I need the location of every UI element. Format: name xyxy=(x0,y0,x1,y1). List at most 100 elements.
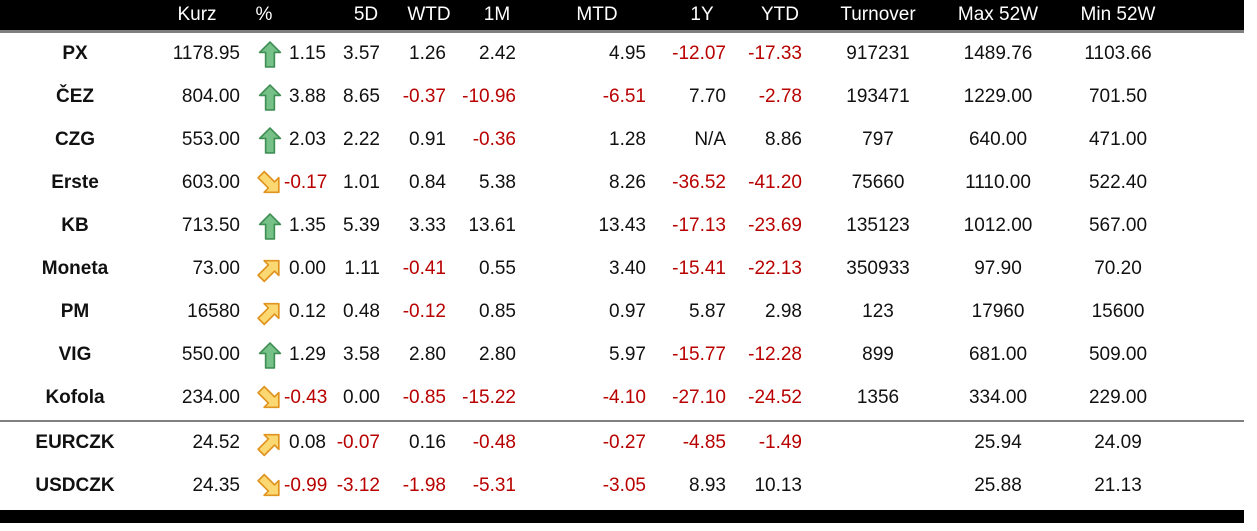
ticker-cell: Erste xyxy=(51,172,99,193)
d5-cell: 1.01 xyxy=(343,172,380,193)
column-header-turnover: Turnover xyxy=(818,0,938,33)
turnover-cell xyxy=(818,465,938,508)
mtd-cell: 5.97 xyxy=(609,344,646,365)
ticker-cell: EURCZK xyxy=(0,419,150,465)
y1-cell: N/A xyxy=(694,129,726,150)
column-header-kurz: Kurz xyxy=(150,0,244,33)
column-header-arrow: % xyxy=(244,0,284,33)
ticker-cell: VIG xyxy=(58,344,92,365)
table-row-Moneta: Moneta 73.00 0.00 1.11 -0.41 0.55 3.40 -15.41 -… xyxy=(0,248,1244,291)
m1-cell: -10.96 xyxy=(462,86,516,107)
wtd-cell: 0.91 xyxy=(409,129,446,150)
pct-cell: 1.35 xyxy=(289,215,326,236)
ytd-cell: 2.98 xyxy=(765,301,802,322)
spacer-cell xyxy=(1178,205,1244,248)
turnover-cell: 350933 xyxy=(846,258,910,279)
header-row: Kurz% 5D WTD 1M MTD 1Y YTD Turnover Max 52W Min 5… xyxy=(0,0,1244,33)
d5-cell: 8.65 xyxy=(343,86,380,107)
y1-cell: -27.10 xyxy=(672,387,726,408)
d5-cell: -0.07 xyxy=(336,419,396,465)
wtd-cell: 2.80 xyxy=(409,344,446,365)
y1-cell: -4.85 xyxy=(662,419,742,465)
pct-cell: 0.12 xyxy=(289,301,326,322)
y1-cell: -15.41 xyxy=(672,258,726,279)
d5-cell: 3.58 xyxy=(343,344,380,365)
max52w-cell: 1110.00 xyxy=(965,172,1031,193)
kurz-cell: 234.00 xyxy=(181,387,240,408)
up-arrow-icon xyxy=(258,212,282,240)
down-right-arrow-icon xyxy=(257,385,282,412)
wtd-cell: -0.85 xyxy=(402,387,446,408)
down-right-arrow-icon xyxy=(257,473,282,500)
mtd-cell: 4.95 xyxy=(609,43,646,64)
min52w-cell: 15600 xyxy=(1091,301,1145,322)
ytd-cell: -41.20 xyxy=(748,172,802,193)
up-arrow-icon xyxy=(258,40,282,68)
trend-arrow-cell xyxy=(244,291,284,334)
d5-cell: 1.11 xyxy=(344,258,380,279)
table-row-Erste: Erste 603.00 -0.17 1.01 0.84 5.38 8.26 -36.52 -… xyxy=(0,162,1244,205)
trend-arrow-cell xyxy=(244,119,284,162)
spacer-cell xyxy=(1178,119,1244,162)
up-arrow-icon xyxy=(258,341,282,369)
mtd-cell: -3.05 xyxy=(602,475,646,496)
table-row-VIG: VIG 550.00 1.29 3.58 2.80 2.80 5.97 -15.77 -12.… xyxy=(0,334,1244,377)
m1-cell: 2.80 xyxy=(479,344,516,365)
kurz-cell: 1178.95 xyxy=(172,43,240,64)
ticker-cell: KB xyxy=(61,215,89,236)
table-body: PX 1178.95 1.15 3.57 1.26 2.42 4.95 -12.07 -17.… xyxy=(0,31,1244,508)
m1-cell: -5.31 xyxy=(472,475,516,496)
ytd-cell: 10.13 xyxy=(754,475,802,496)
spacer-cell xyxy=(1178,419,1244,465)
up-arrow-icon xyxy=(258,126,282,154)
kurz-cell: 713.50 xyxy=(181,215,240,236)
turnover-cell: 797 xyxy=(862,129,894,150)
ytd-cell: -22.13 xyxy=(748,258,802,279)
kurz-cell: 804.00 xyxy=(181,86,240,107)
min52w-cell: 701.50 xyxy=(1088,86,1148,107)
column-header-min52w: Min 52W xyxy=(1058,0,1178,33)
y1-cell: -36.52 xyxy=(672,172,726,193)
wtd-cell: 3.33 xyxy=(409,215,446,236)
market-table: Kurz% 5D WTD 1M MTD 1Y YTD Turnover Max 52W Min 5… xyxy=(0,0,1244,508)
min52w-cell: 70.20 xyxy=(1094,258,1142,279)
column-header-y1: 1Y xyxy=(662,0,742,33)
column-header-empty-label xyxy=(0,0,150,33)
table-row-PX: PX 1178.95 1.15 3.57 1.26 2.42 4.95 -12.07 -17.… xyxy=(0,31,1244,76)
up-arrow-icon xyxy=(258,83,282,111)
trend-arrow-cell xyxy=(244,162,284,205)
table-row-Kofola: Kofola 234.00 -0.43 0.00 -0.85 -15.22 -4.10 -2… xyxy=(0,377,1244,421)
min52w-cell: 522.40 xyxy=(1088,172,1148,193)
spacer-cell xyxy=(1178,291,1244,334)
mtd-cell: 13.43 xyxy=(598,215,646,236)
min52w-cell: 24.09 xyxy=(1058,419,1178,465)
wtd-cell: 0.84 xyxy=(409,172,446,193)
pct-cell: 2.03 xyxy=(289,129,326,150)
table-row-ČEZ: ČEZ 804.00 3.88 8.65 -0.37 -10.96 -6.51 7.70 -2… xyxy=(0,76,1244,119)
kurz-cell: 24.35 xyxy=(192,475,240,496)
wtd-cell: -0.41 xyxy=(402,258,446,279)
table-row-EURCZK: EURCZK 24.52 0.08 -0.07 0.16 -0.48 -0.27 -4.85… xyxy=(0,419,1244,465)
trend-arrow-cell xyxy=(244,205,284,248)
ticker-cell: CZG xyxy=(54,129,96,150)
column-header-wtd: WTD xyxy=(396,0,462,33)
wtd-cell: 1.26 xyxy=(409,43,446,64)
ticker-cell: Moneta xyxy=(41,258,109,279)
y1-cell: -12.07 xyxy=(672,43,726,64)
y1-cell: 5.87 xyxy=(689,301,726,322)
table-header: Kurz% 5D WTD 1M MTD 1Y YTD Turnover Max 52W Min 5… xyxy=(0,0,1244,33)
m1-cell: 2.42 xyxy=(479,43,516,64)
spacer-cell xyxy=(1178,162,1244,205)
ticker-cell: PM xyxy=(60,301,90,322)
trend-arrow-cell xyxy=(244,377,284,421)
max52w-cell: 640.00 xyxy=(968,129,1028,150)
wtd-cell: -0.37 xyxy=(402,86,446,107)
turnover-cell: 1356 xyxy=(856,387,900,408)
wtd-cell: 0.16 xyxy=(396,419,462,465)
mtd-cell: 0.97 xyxy=(609,301,646,322)
trend-arrow-cell xyxy=(244,419,284,465)
max52w-cell: 681.00 xyxy=(968,344,1028,365)
turnover-cell xyxy=(818,419,938,465)
kurz-cell: 24.52 xyxy=(150,419,244,465)
d5-cell: 5.39 xyxy=(343,215,380,236)
